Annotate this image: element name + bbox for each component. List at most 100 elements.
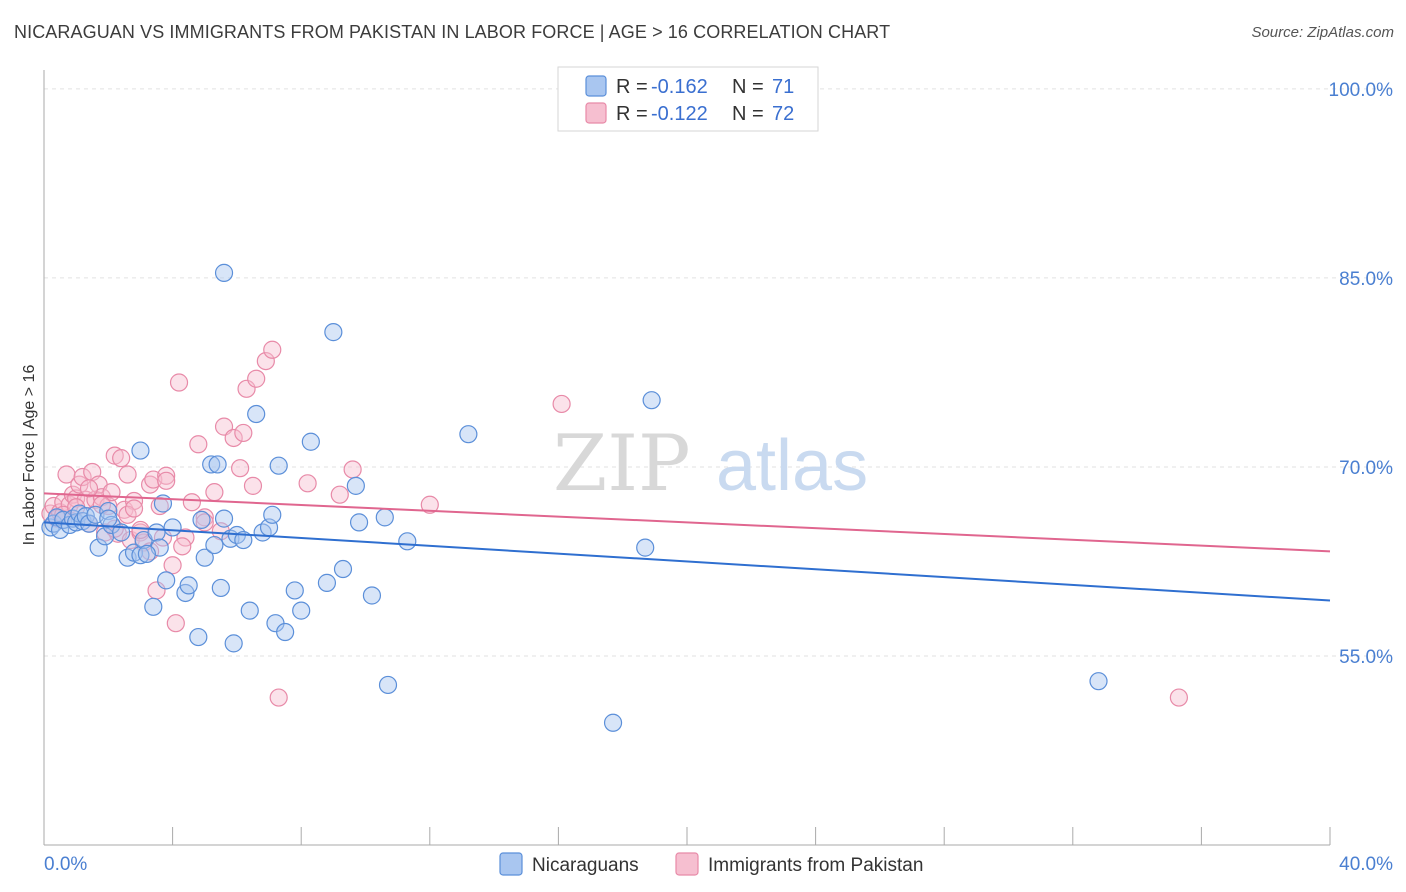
nicaraguan-point [163,518,182,537]
y-tick-labels: 55.0% 70.0% 85.0% 100.0% [1329,80,1394,668]
nicaraguan-point [99,501,118,521]
trend-lines [43,492,1331,602]
bottom-legend: Nicaraguans Immigrants from Pakistan [499,852,923,876]
nicaraguan-point [202,455,221,474]
watermark-zip: ZIP [553,419,691,509]
nicaraguan-point [205,535,224,555]
nicaraguan-point [137,544,156,564]
pakistan-point [73,467,92,487]
pakistan-point [234,423,253,443]
nicaraguan-point [636,538,655,557]
pakistan-point [166,614,185,633]
nicaraguan-point [292,601,311,620]
legend-n-label: N = [732,103,764,125]
nicaraguan-point [375,508,394,527]
pakistan-point [140,542,160,561]
pakistan-point [195,508,214,527]
nicaraguan-point [211,578,230,598]
y-tick-label: 100.0% [1329,80,1394,101]
legend-swatch-nicaraguans [585,75,607,97]
nicaraguan-point [192,510,211,529]
pakistan-point [150,496,169,516]
nicaraguan-point [378,675,398,695]
pakistan-point [163,556,182,575]
nicaraguan-point [285,581,304,600]
pakistan-point [224,428,243,448]
nicaraguan-point [263,505,282,524]
nicaraguan-point [1089,672,1108,691]
y-tick-label: 70.0% [1339,458,1393,479]
bottom-legend-pakistan: Immigrants from Pakistan [708,855,923,876]
nicaraguan-point [362,586,382,605]
legend-n-label: N = [732,76,764,98]
nicaraguan-point [147,523,166,542]
nicaraguan-point [99,509,118,528]
pakistan-point [343,460,362,479]
source-credit: Source: ZipAtlas.com [1251,24,1394,41]
nicaraguan-point [317,573,337,592]
nicaraguan-point [247,404,266,424]
nicaraguan-point [214,263,234,282]
nicaraguan-point [240,601,259,620]
pakistan-point [182,493,201,512]
nicaraguan-point [214,509,234,528]
gridlines [44,88,1395,657]
series-pakistan-points [41,340,1188,707]
pakistan-point [124,499,144,518]
watermark: ZIP atlas [553,419,868,509]
nicaraguan-point [224,634,243,653]
legend-r-value: -0.122 [651,103,708,125]
nicaraguan-point [349,513,369,532]
nicaraguan-point [157,571,176,590]
nicaraguan-point [131,546,150,565]
nicaraguan-point [50,520,70,540]
pakistan-point [298,474,317,493]
legend-r-label: R = [616,76,648,98]
legend-r-value: -0.162 [651,76,708,98]
pakistan-point [173,537,192,556]
bottom-legend-swatch-nicaraguans [499,852,523,876]
nicaraguan-point [234,530,253,550]
pakistan-point [195,513,214,532]
x-tick-label: 40.0% [1339,854,1393,875]
chart-title: NICARAGUAN VS IMMIGRANTS FROM PAKISTAN I… [14,22,891,42]
legend-r-label: R = [616,103,648,125]
bottom-legend-nicaraguans: Nicaraguans [532,855,639,876]
pakistan-point [231,459,250,478]
pakistan-point [169,373,189,392]
y-tick-label: 55.0% [1339,647,1393,668]
pakistan-point [79,479,99,498]
nicaraguan-point [131,441,150,460]
nicaraguan-point [208,455,227,474]
pakistan-point [552,394,571,414]
nicaraguan-point [459,425,478,444]
nicaraguan-point [179,576,198,595]
y-axis-label: In Labor Force | Age > 16 [21,365,38,546]
nicaraguan-point [195,548,214,567]
nicaraguan-point [398,532,417,551]
nicaraguan-point [642,391,661,410]
watermark-atlas: atlas [716,426,868,506]
nicaraguan-point [89,538,108,557]
pakistan-point [205,483,224,502]
trend-line-nicaraguans [43,521,1331,602]
legend-swatch-pakistan [585,102,607,124]
legend: R = -0.162 N = 71 R = -0.122 N = 72 [557,66,819,132]
pakistan-point [263,340,282,359]
trend-line-pakistan [43,492,1331,553]
nicaraguan-point [276,622,295,642]
nicaraguan-point [324,323,343,342]
pakistan-point [420,495,439,514]
pakistan-point [157,471,176,490]
y-tick-label: 85.0% [1339,269,1393,290]
pakistan-point [189,435,208,454]
axes [43,70,1331,846]
x-tick-labels: 0.0% 40.0% [44,854,1393,875]
pakistan-point [157,466,176,485]
pakistan-point [269,688,288,707]
legend-n-value: 72 [772,103,794,125]
pakistan-point [118,465,137,484]
pakistan-point [330,485,349,504]
nicaraguan-point [333,559,353,579]
